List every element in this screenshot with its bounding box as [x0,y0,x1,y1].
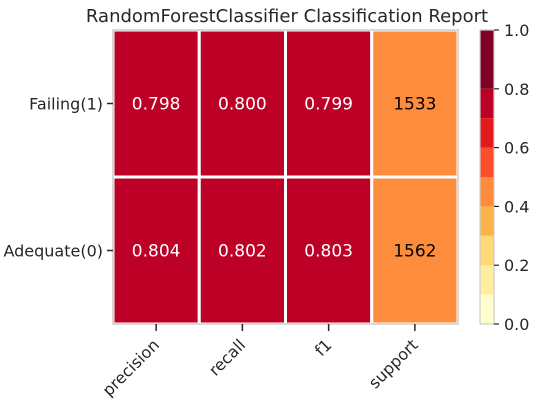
cell-value-label: 0.798 [132,95,181,115]
colorbar-band [480,30,494,89]
colorbar-tick-label: 0.8 [504,80,529,99]
chart-title: RandomForestClassifier Classification Re… [86,6,488,27]
cell-value-label: 1562 [393,242,436,262]
cell-value-label: 0.799 [304,95,353,115]
x-tick-label: support [365,335,422,392]
x-tick-label: precision [98,335,162,399]
cell-value-label: 0.803 [304,242,353,262]
cell-value-label: 1533 [393,95,436,115]
y-tick-label: Adequate(0) [3,242,103,261]
colorbar-frame [479,29,495,325]
heatmap-cell-adequate-0--recall [197,175,287,326]
colorbar-band [480,294,494,324]
colorbar-tick-label: 0.2 [504,256,529,275]
colorbar-band [480,265,494,295]
colorbar-tick-label: 0.4 [504,197,529,216]
cell-value-label: 0.804 [132,242,181,262]
heatmap-area: 0.798 0.800 0.799 1533 0.804 0.802 0.803 1562 Fa… [3,28,460,400]
colorbar-band [480,235,494,266]
heatmap-cell-failing-1--recall [197,28,287,179]
plot-frame [112,29,459,325]
colorbar-band [480,147,494,177]
x-tick-label: f1 [311,335,336,360]
colorbar-band [480,177,494,207]
colorbar-tick-label: 1.0 [504,21,529,40]
cell-value-label: 0.800 [218,95,267,115]
cell-value-label: 0.802 [218,242,267,262]
colorbar-tick-label: 0.0 [504,315,529,334]
colorbar: 0.0 0.2 0.4 0.6 0.8 1.0 [479,21,529,334]
colorbar-band [480,118,494,148]
colorbar-band [480,206,494,236]
y-tick-label: Failing(1) [29,95,103,114]
heatmap-cell-adequate-0--support [370,175,460,326]
colorbar-band [480,88,494,119]
colorbar-tick-label: 0.6 [504,139,529,158]
x-tick-label: recall [205,335,249,379]
